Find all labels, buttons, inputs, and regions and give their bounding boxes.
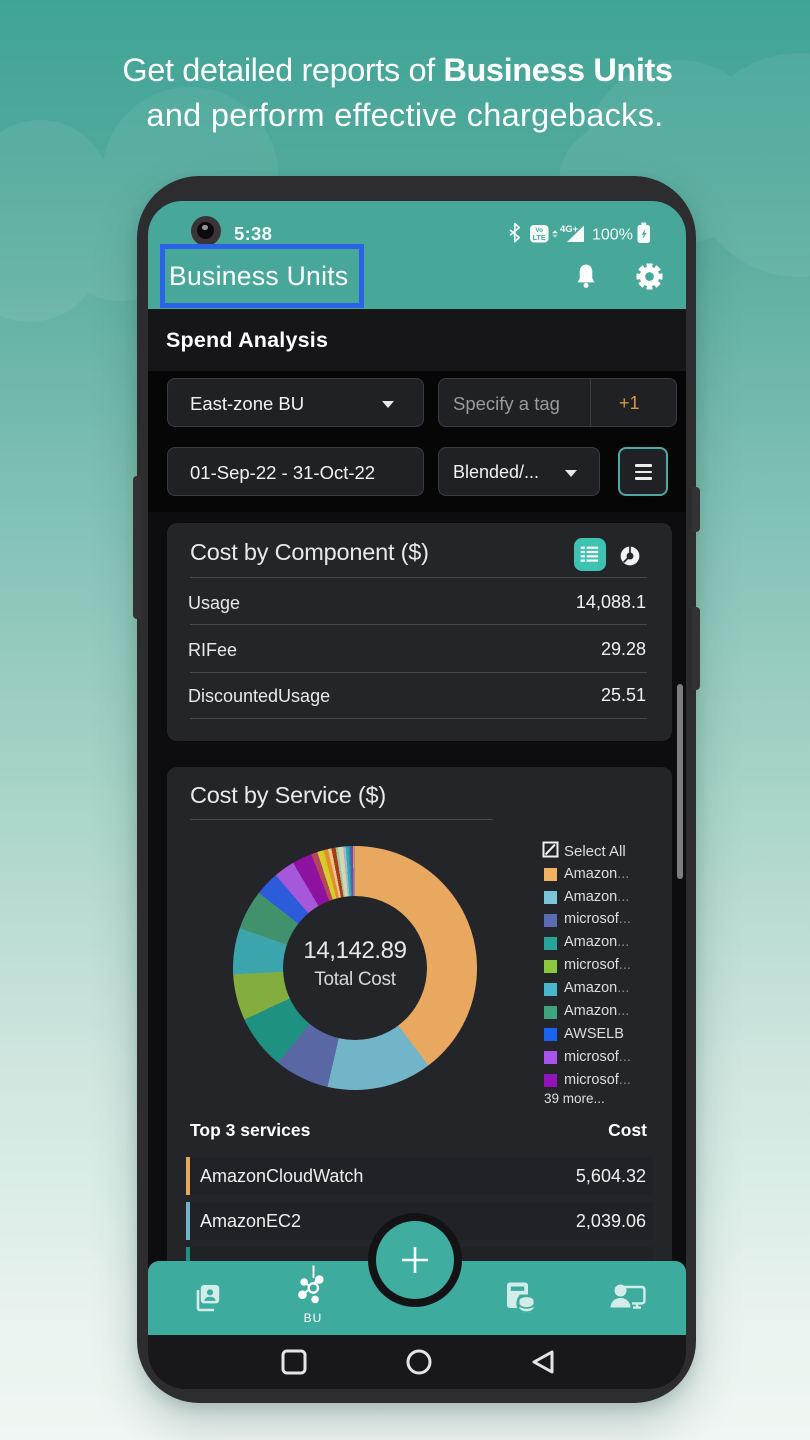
svg-text:LTE: LTE — [533, 233, 546, 242]
svg-text:4G+: 4G+ — [560, 224, 579, 235]
svg-text:Vo: Vo — [535, 227, 543, 234]
svg-text:100%: 100% — [592, 227, 633, 244]
